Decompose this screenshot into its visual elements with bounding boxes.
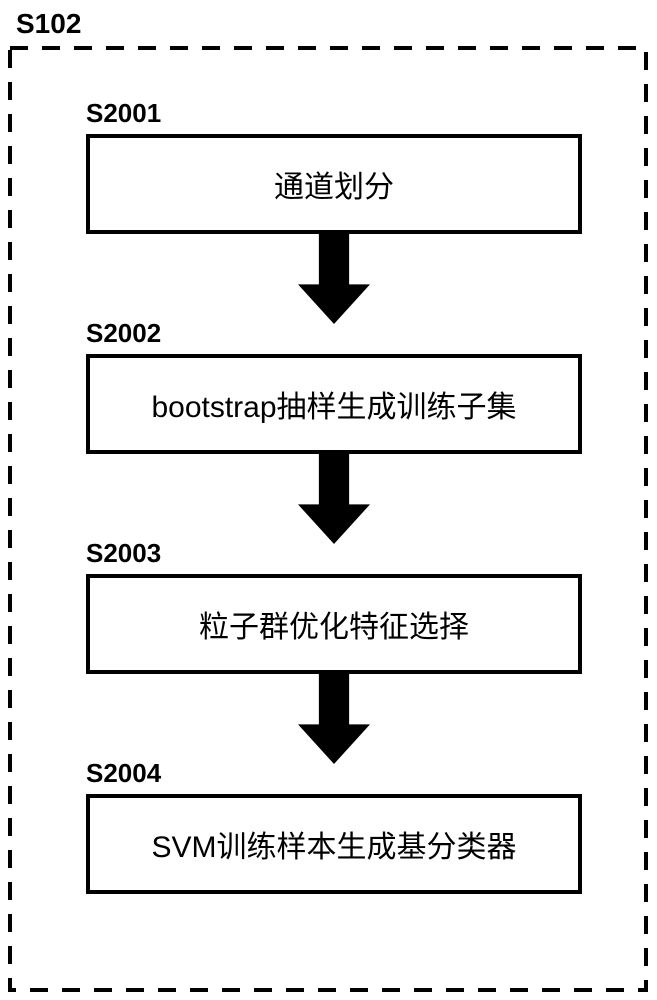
step-text: 通道划分 <box>274 162 394 206</box>
step-label-s2003: S2003 <box>86 538 161 569</box>
step-box-s2004: SVM训练样本生成基分类器 <box>86 794 582 894</box>
step-label-s2004: S2004 <box>86 758 161 789</box>
arrow-down-icon <box>298 454 370 544</box>
step-box-s2003: 粒子群优化特征选择 <box>86 574 582 674</box>
outer-label: S102 <box>16 8 81 40</box>
step-label-s2001: S2001 <box>86 98 161 129</box>
arrow-down-icon <box>298 674 370 764</box>
step-box-s2001: 通道划分 <box>86 134 582 234</box>
step-text: bootstrap抽样生成训练子集 <box>151 382 516 426</box>
step-text: SVM训练样本生成基分类器 <box>151 822 516 866</box>
step-text: 粒子群优化特征选择 <box>199 602 469 646</box>
step-box-s2002: bootstrap抽样生成训练子集 <box>86 354 582 454</box>
arrow-down-icon <box>298 234 370 324</box>
step-label-s2002: S2002 <box>86 318 161 349</box>
